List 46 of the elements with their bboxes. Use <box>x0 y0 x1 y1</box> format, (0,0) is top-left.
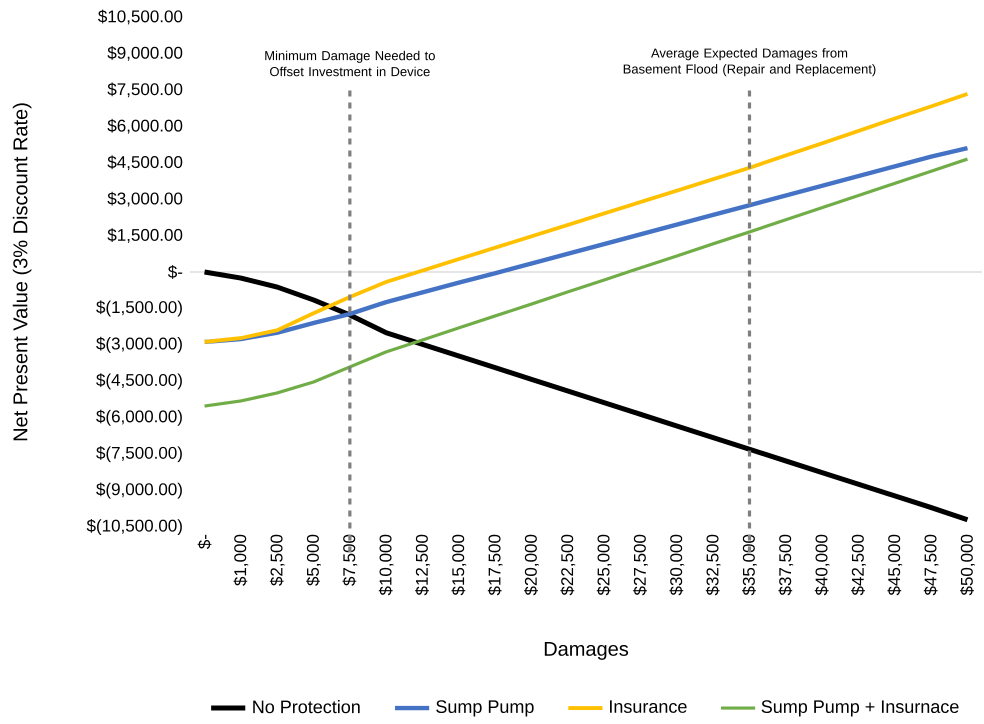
y-tick-label: $(3,000.00) <box>96 336 182 353</box>
x-tick-label: $37,500 <box>778 534 794 596</box>
x-tick-label: $20,000 <box>524 534 539 596</box>
y-tick-label: $7,500.00 <box>107 82 182 98</box>
x-tick-label: $40,000 <box>814 534 830 596</box>
legend-label: Insurance <box>610 700 687 713</box>
x-axis-title: Damages <box>544 642 628 660</box>
line-series <box>202 157 970 408</box>
y-tick-label: $9,000.00 <box>107 46 182 61</box>
x-tick-label: $30,000 <box>669 534 684 596</box>
x-tick-label: $42,500 <box>851 534 866 596</box>
y-axis-title: Net Present Value (3% Discount Rate) <box>12 103 32 440</box>
y-tick-label: $- <box>168 265 182 279</box>
x-tick-label: $50,000 <box>960 534 975 596</box>
ref-line-label: Minimum Damage Needed to Offset Investment in Device <box>265 50 435 76</box>
x-tick-label: $17,500 <box>488 534 503 596</box>
x-tick-label: $32,500 <box>706 534 721 596</box>
y-tick-label: $3,000.00 <box>107 192 182 206</box>
x-tick-label: $45,000 <box>887 534 902 596</box>
x-tick-label: $12,500 <box>415 534 430 596</box>
x-tick-label: $22,500 <box>560 534 576 596</box>
legend-label: Sump Pump <box>436 700 534 717</box>
x-tick-label: $15,000 <box>451 534 466 596</box>
x-tick-label: $10,000 <box>378 534 394 596</box>
x-tick-label: $1,000 <box>233 534 248 586</box>
x-tick-label: $7,500 <box>342 534 358 586</box>
x-tick-label: $5,000 <box>306 534 321 586</box>
legend-label: No Protection <box>253 700 360 714</box>
y-tick-label: $(4,500.00) <box>96 373 182 390</box>
x-tick-label: $47,500 <box>924 534 939 596</box>
y-tick-label: $(7,500.00) <box>96 446 182 462</box>
y-tick-label: $(10,500.00) <box>86 518 182 536</box>
y-tick-label: $10,500.00 <box>98 10 182 24</box>
y-tick-label: $1,500.00 <box>107 228 182 243</box>
x-tick-label: $27,500 <box>633 534 648 596</box>
ref-line-label: Average Expected Damages from Basement Flood (Repair and Replacement) <box>624 48 876 76</box>
x-tick-label: $35,000 <box>742 534 757 596</box>
x-tick-label: $- <box>198 534 212 549</box>
y-tick-label: $(9,000.00) <box>96 482 182 499</box>
x-tick-label: $2,500 <box>270 534 285 586</box>
x-tick-label: $25,000 <box>596 534 612 596</box>
y-tick-label: $6,000.00 <box>107 118 182 134</box>
legend-label: Sump Pump + Insurnace <box>762 700 959 717</box>
y-tick-label: $4,500.00 <box>107 155 182 170</box>
y-tick-label: $(6,000.00) <box>96 410 182 426</box>
y-tick-label: $(1,500.00) <box>96 300 182 316</box>
